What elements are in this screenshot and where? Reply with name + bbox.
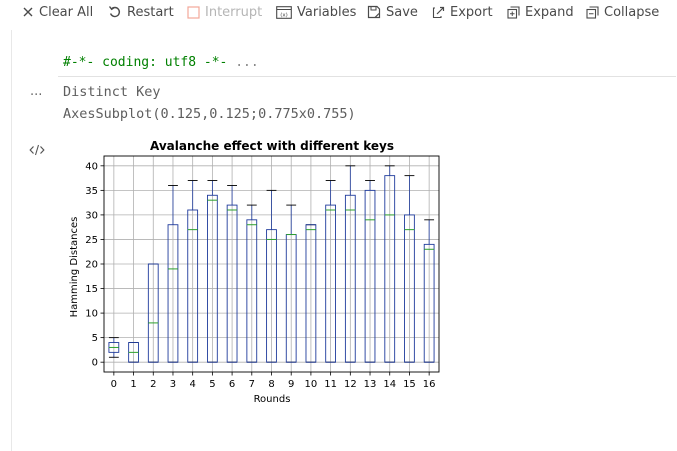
collapse-button[interactable]: Collapse	[586, 0, 659, 24]
export-icon	[432, 5, 445, 19]
box-body	[423, 243, 435, 363]
interrupt-label: Interrupt	[205, 4, 263, 20]
expand-button[interactable]: Expand	[507, 0, 574, 24]
notebook-toolbar: Clear All Restart Interrupt (x) Variable…	[0, 0, 677, 26]
variables-button[interactable]: (x) Variables	[276, 0, 356, 24]
x-tick-label: 11	[324, 379, 337, 390]
output-line: Distinct Key	[63, 84, 161, 100]
box-body	[187, 209, 199, 363]
y-tick-label: 5	[92, 333, 98, 344]
box-body	[384, 175, 396, 363]
cell-gutter-rule	[11, 30, 12, 451]
x-tick-label: 6	[229, 379, 235, 390]
collapse-icon	[586, 5, 599, 19]
box-body	[266, 229, 277, 363]
y-tick-label: 0	[92, 358, 98, 369]
code-cell-divider	[58, 76, 676, 77]
boxplot-chart: Avalanche effect with different keys 0 5 1…	[69, 139, 440, 405]
variables-label: Variables	[297, 4, 357, 20]
x-tick-label: 14	[383, 379, 396, 390]
x-tick-label: 8	[268, 379, 274, 390]
code-ellipsis[interactable]: ...	[235, 55, 259, 70]
code-text: #-*- coding: utf8 -*-	[63, 55, 228, 70]
variables-icon: (x)	[276, 5, 292, 19]
x-tick-label: 10	[305, 379, 318, 390]
box-body	[226, 204, 238, 363]
box-body	[404, 214, 415, 363]
x-tick-label: 9	[288, 379, 294, 390]
save-icon	[367, 5, 381, 19]
output-collapse-toggle[interactable]: ...	[30, 84, 43, 99]
save-button[interactable]: Save	[367, 0, 418, 24]
x-tick-label: 0	[111, 379, 117, 390]
restart-icon	[108, 5, 122, 19]
box-body	[147, 263, 159, 363]
expand-icon	[507, 5, 520, 19]
y-tick-label: 35	[85, 186, 98, 197]
restart-button[interactable]: Restart	[108, 0, 174, 24]
x-tick-label: 12	[344, 379, 357, 390]
output-line: AxesSubplot(0.125,0.125;0.775x0.755)	[63, 106, 356, 122]
svg-text:(x): (x)	[280, 12, 288, 18]
export-button[interactable]: Export	[432, 0, 493, 24]
x-tick-label: 7	[249, 379, 255, 390]
box-body	[325, 204, 336, 363]
interrupt-button[interactable]: Interrupt	[187, 0, 262, 24]
clear-all-label: Clear All	[39, 4, 94, 20]
x-tick-label: 1	[130, 379, 136, 390]
x-tick-label: 16	[423, 379, 436, 390]
x-tick-label: 4	[189, 379, 195, 390]
y-tick-label: 10	[85, 309, 98, 320]
box-body	[246, 219, 258, 363]
close-icon	[22, 6, 34, 18]
clear-all-button[interactable]: Clear All	[22, 0, 93, 24]
box-body	[364, 189, 376, 363]
code-cell-input[interactable]: #-*- coding: utf8 -*- ...	[63, 55, 259, 70]
box-layer	[108, 165, 435, 363]
y-axis-label: Hamming Distances	[69, 217, 80, 318]
collapse-label: Collapse	[604, 4, 660, 20]
box-body	[167, 224, 179, 363]
export-label: Export	[450, 4, 493, 20]
box-body	[207, 194, 218, 363]
y-tick-label: 40	[85, 161, 98, 172]
x-tick-label: 2	[150, 379, 156, 390]
y-tick-label: 20	[85, 260, 98, 271]
save-label: Save	[386, 4, 418, 20]
box-body	[305, 224, 317, 363]
y-tick-label: 15	[85, 284, 98, 295]
box-body	[344, 194, 356, 363]
chart-title: Avalanche effect with different keys	[150, 139, 394, 153]
x-tick-label: 3	[170, 379, 176, 390]
x-tick-label: 5	[209, 379, 215, 390]
code-toggle-icon[interactable]	[29, 141, 45, 160]
stop-icon	[187, 5, 200, 19]
x-tick-label: 15	[403, 379, 416, 390]
y-tick-label: 25	[85, 235, 98, 246]
expand-label: Expand	[525, 4, 574, 20]
x-axis-label: Rounds	[254, 394, 291, 405]
y-tick-label: 30	[85, 210, 98, 221]
restart-label: Restart	[127, 4, 174, 20]
x-tick-label: 13	[364, 379, 377, 390]
